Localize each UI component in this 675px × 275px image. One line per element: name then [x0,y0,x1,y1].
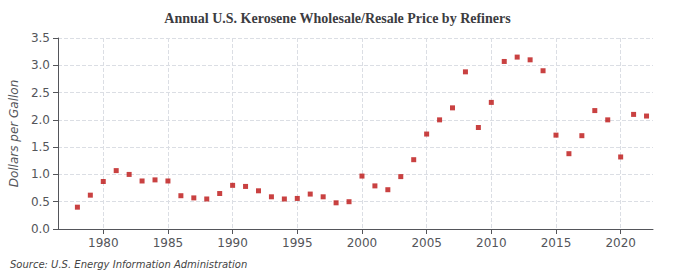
svg-text:2010: 2010 [476,236,507,250]
svg-text:2015: 2015 [541,236,572,250]
svg-text:1980: 1980 [88,236,119,250]
svg-text:2020: 2020 [605,236,636,250]
svg-text:2005: 2005 [411,236,442,250]
svg-text:Source: U.S. Energy Informatio: Source: U.S. Energy Information Administ… [10,259,247,270]
svg-text:0.5: 0.5 [31,195,50,209]
svg-text:1985: 1985 [153,236,184,250]
svg-text:2000: 2000 [347,236,378,250]
svg-text:1990: 1990 [217,236,248,250]
svg-text:0.0: 0.0 [31,222,50,236]
svg-text:2.0: 2.0 [31,113,50,127]
svg-text:1995: 1995 [282,236,313,250]
svg-text:1.0: 1.0 [31,167,50,181]
svg-text:1.5: 1.5 [31,140,50,154]
svg-text:Annual U.S. Kerosene Wholesale: Annual U.S. Kerosene Wholesale/Resale Pr… [164,11,511,26]
svg-text:Dollars per Gallon: Dollars per Gallon [7,80,21,188]
svg-text:2.5: 2.5 [31,86,50,100]
svg-text:3.0: 3.0 [31,58,50,72]
svg-text:3.5: 3.5 [31,31,50,45]
